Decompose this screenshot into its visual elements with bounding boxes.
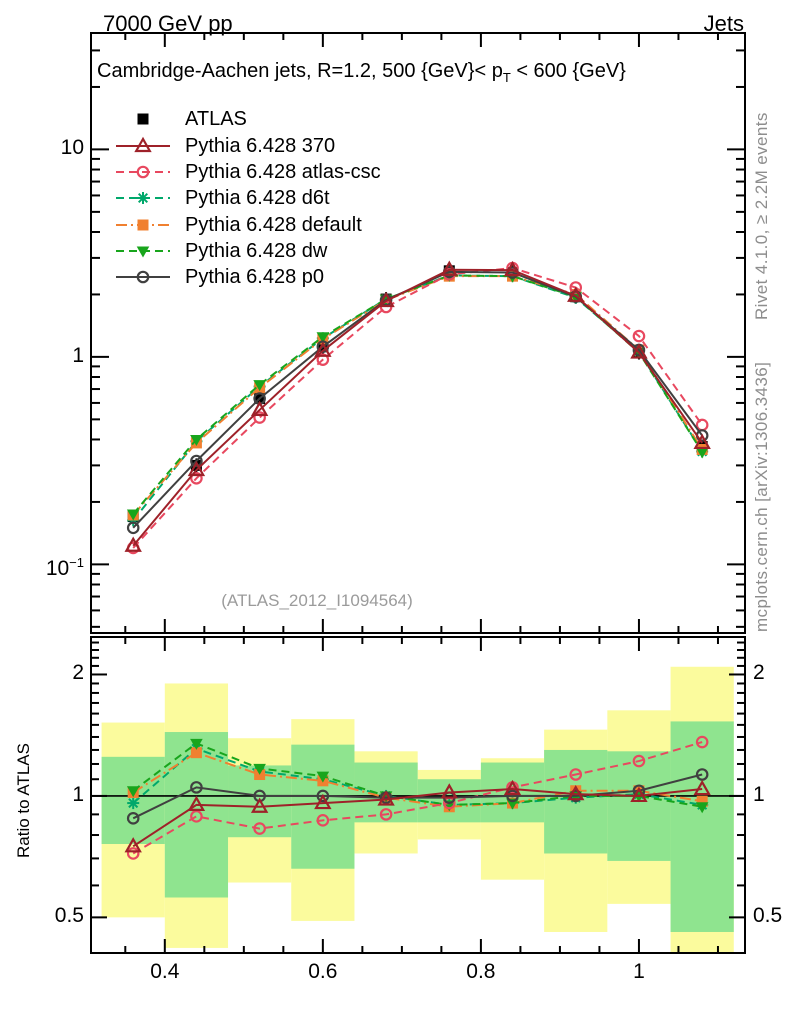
series-atlas [127,263,708,524]
header-analysis-label: Jets [703,11,744,36]
x-tick-label: 0.4 [150,960,180,983]
y-tick-label-main: 10−1 [45,555,84,581]
legend-item-d6t: Pythia 6.428 d6t [185,187,330,209]
main-frame [90,32,746,634]
y-tick-label-ratio-right: 0.5 [753,904,783,928]
legend-item-py370: Pythia 6.428 370 [185,135,336,157]
series-py370 [124,260,711,552]
series-d6t [127,269,709,527]
series-default [127,270,708,521]
axis-ticks [91,33,745,953]
series-csc [126,735,709,860]
analysis-watermark: (ATLAS_2012_I1094564) [221,591,413,610]
y-tick-label-main: 1 [72,343,84,367]
y-tick-label-main: 10 [60,136,84,160]
panel-title-subscript: T [502,70,511,85]
y-tick-label-ratio-left: 1 [72,782,84,806]
legend-item-atlas: ATLAS [185,108,247,130]
y-tick-label-ratio-left: 2 [72,661,84,685]
y-tick-label-ratio-right: 1 [753,782,765,806]
x-tick-label: 1 [633,960,645,983]
y-tick-label-ratio-left: 0.5 [54,904,84,928]
series-p0 [126,265,709,535]
panel-title-tail: < 600 {GeV} [510,60,626,82]
x-tick-label: 0.6 [308,960,338,983]
mcplots-arxiv-caption: mcplots.cern.ch [arXiv:1306.3436] [752,361,771,632]
y-tick-label-ratio-right: 2 [753,661,765,685]
series-csc [126,261,709,555]
legend-item-atlas-csc: Pythia 6.428 atlas-csc [185,161,381,183]
rivet-version-caption: Rivet 4.1.0, ≥ 2.2M events [752,112,771,320]
x-tick-label: 0.8 [466,960,496,983]
legend-item-dw: Pythia 6.428 dw [185,240,328,262]
header-beam-label: 7000 GeV pp [103,11,233,36]
legend-item-default: Pythia 6.428 default [185,214,362,236]
legend-samples [116,113,170,284]
series-dw [126,270,709,521]
panel-title-main: Cambridge-Aachen jets, R=1.2, 500 {GeV}<… [97,60,503,82]
ratio-axis-title: Ratio to ATLAS [14,743,33,858]
legend-item-p0: Pythia 6.428 p0 [185,266,324,288]
series-py370 [124,779,711,853]
panel-title: Cambridge-Aachen jets, R=1.2, 500 {GeV}<… [97,60,626,89]
